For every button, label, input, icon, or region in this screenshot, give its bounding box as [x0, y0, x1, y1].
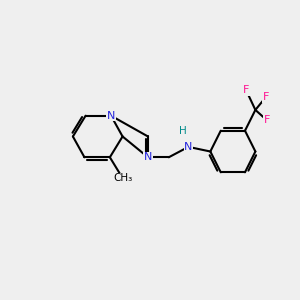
Text: N: N [107, 111, 115, 121]
Text: F: F [262, 92, 269, 102]
Text: H: H [179, 126, 187, 136]
Text: N: N [144, 152, 152, 162]
Text: F: F [264, 115, 270, 125]
Text: N: N [184, 142, 193, 152]
Text: F: F [243, 85, 249, 95]
Text: CH₃: CH₃ [113, 173, 132, 183]
